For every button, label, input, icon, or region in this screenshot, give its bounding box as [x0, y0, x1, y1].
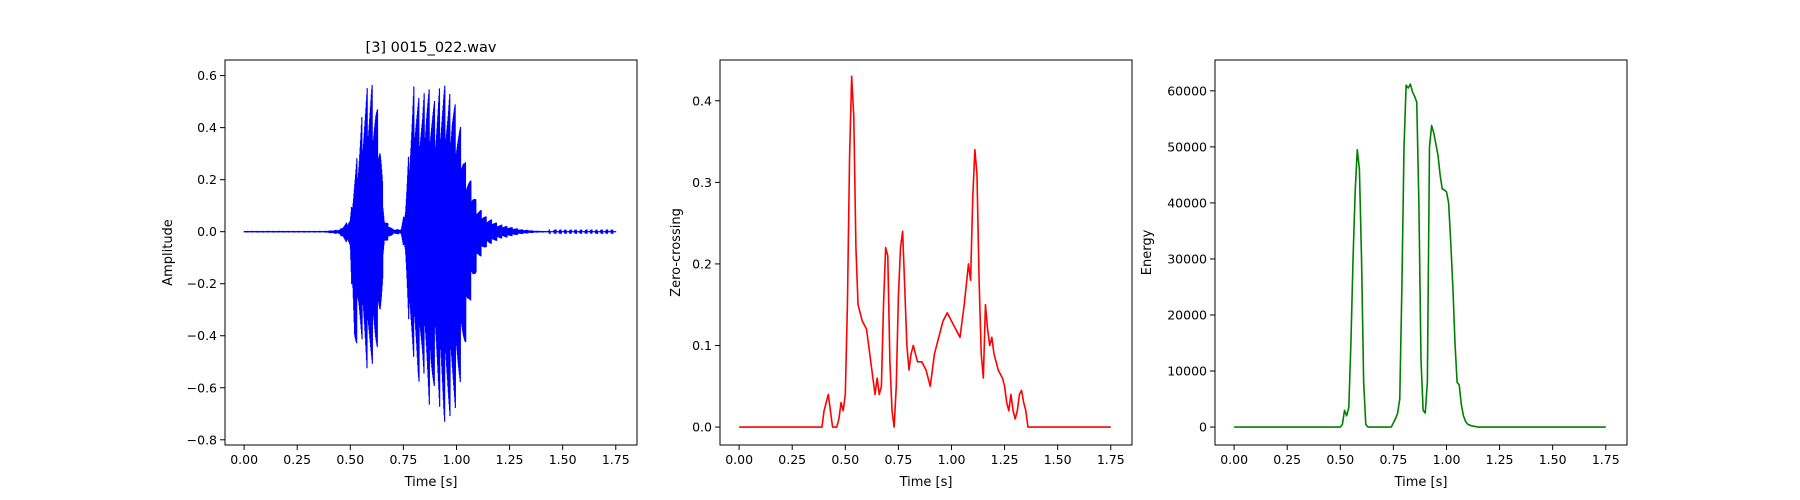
x-tick-label: 1.50 — [1044, 452, 1072, 467]
zero-crossing-panel: 0.00 0.25 0.50 0.75 1.00 1.25 1.50 1.75 0.0 0.1 0.… — [669, 59, 1133, 490]
y-tick-label: 0.6 — [197, 68, 217, 83]
y-tick-label: −0.6 — [187, 380, 217, 395]
x-tick-label: 0.25 — [283, 452, 311, 467]
x-tick-label: 1.25 — [1486, 452, 1514, 467]
x-tick-label: 0.00 — [1220, 452, 1248, 467]
x-tick-label: 0.75 — [884, 452, 912, 467]
x-tick-label: 0.25 — [1273, 452, 1301, 467]
x-tick-label: 1.00 — [443, 452, 471, 467]
waveform-panel: 0.00 0.25 0.50 0.75 1.00 1.25 1.50 1.75 −0.8 −0.6… — [161, 40, 638, 490]
axis-ticks: 0.00 0.25 0.50 0.75 1.00 1.25 1.50 1.75 0 10000 20… — [1167, 83, 1619, 467]
y-tick-label: −0.4 — [187, 328, 217, 343]
x-tick-label: 0.50 — [831, 452, 859, 467]
x-tick-label: 1.75 — [602, 452, 630, 467]
x-tick-label: 0.00 — [230, 452, 258, 467]
x-axis-label: Time [s] — [1394, 475, 1448, 490]
y-tick-label: 40000 — [1167, 195, 1207, 210]
x-tick-label: 0.25 — [778, 452, 806, 467]
y-tick-label: 0.0 — [197, 224, 217, 239]
x-tick-label: 0.00 — [725, 452, 753, 467]
y-tick-label: 10000 — [1167, 364, 1207, 379]
chart-title: [3] 0015_022.wav — [366, 40, 497, 56]
plot-frame — [719, 59, 1133, 446]
plot-area — [1215, 60, 1627, 445]
y-tick-label: 0.4 — [692, 93, 712, 108]
y-tick-label: −0.8 — [187, 432, 217, 447]
y-tick-label: 30000 — [1167, 251, 1207, 266]
y-tick-label: 0.0 — [692, 420, 712, 435]
x-tick-label: 1.00 — [938, 452, 966, 467]
x-tick-label: 0.50 — [336, 452, 364, 467]
x-axis-label: Time [s] — [404, 475, 458, 490]
energy-panel: 0.00 0.25 0.50 0.75 1.00 1.25 1.50 1.75 0 10000 20… — [1140, 59, 1628, 490]
waveform-series — [243, 85, 617, 422]
x-tick-label: 0.75 — [389, 452, 417, 467]
x-tick-label: 1.50 — [549, 452, 577, 467]
axis-ticks: 0.00 0.25 0.50 0.75 1.00 1.25 1.50 1.75 0.0 0.1 0.… — [692, 93, 1125, 467]
x-tick-label: 1.25 — [496, 452, 524, 467]
series-line — [1234, 83, 1606, 428]
x-tick-label: 1.75 — [1097, 452, 1125, 467]
plot-area — [720, 60, 1132, 445]
y-tick-label: 0.2 — [197, 172, 217, 187]
y-tick-label: 50000 — [1167, 139, 1207, 154]
y-tick-label: 0.2 — [692, 256, 712, 271]
x-tick-label: 1.25 — [991, 452, 1019, 467]
y-tick-label: 60000 — [1167, 83, 1207, 98]
x-tick-label: 1.75 — [1592, 452, 1620, 467]
plot-frame — [1214, 59, 1628, 446]
x-tick-label: 0.50 — [1326, 452, 1354, 467]
y-axis-label: Energy — [1140, 229, 1155, 275]
y-tick-label: 0.3 — [692, 175, 712, 190]
x-tick-label: 1.50 — [1539, 452, 1567, 467]
plot-frame — [224, 59, 638, 446]
waveform-line — [243, 85, 617, 422]
axis-ticks: 0.00 0.25 0.50 0.75 1.00 1.25 1.50 1.75 −0.8 −0.6… — [187, 68, 630, 467]
energy-series — [1234, 83, 1606, 428]
y-tick-label: 0.1 — [692, 338, 712, 353]
zero-crossing-series — [739, 75, 1111, 428]
y-tick-label: 20000 — [1167, 307, 1207, 322]
series-line — [739, 75, 1111, 428]
y-tick-label: 0.4 — [197, 120, 217, 135]
y-axis-label: Amplitude — [161, 219, 176, 286]
y-tick-label: −0.2 — [187, 276, 217, 291]
y-axis-label: Zero-crossing — [669, 208, 684, 297]
y-tick-label: 0 — [1199, 420, 1207, 435]
x-axis-label: Time [s] — [899, 475, 953, 490]
x-tick-label: 0.75 — [1379, 452, 1407, 467]
x-tick-label: 1.00 — [1433, 452, 1461, 467]
